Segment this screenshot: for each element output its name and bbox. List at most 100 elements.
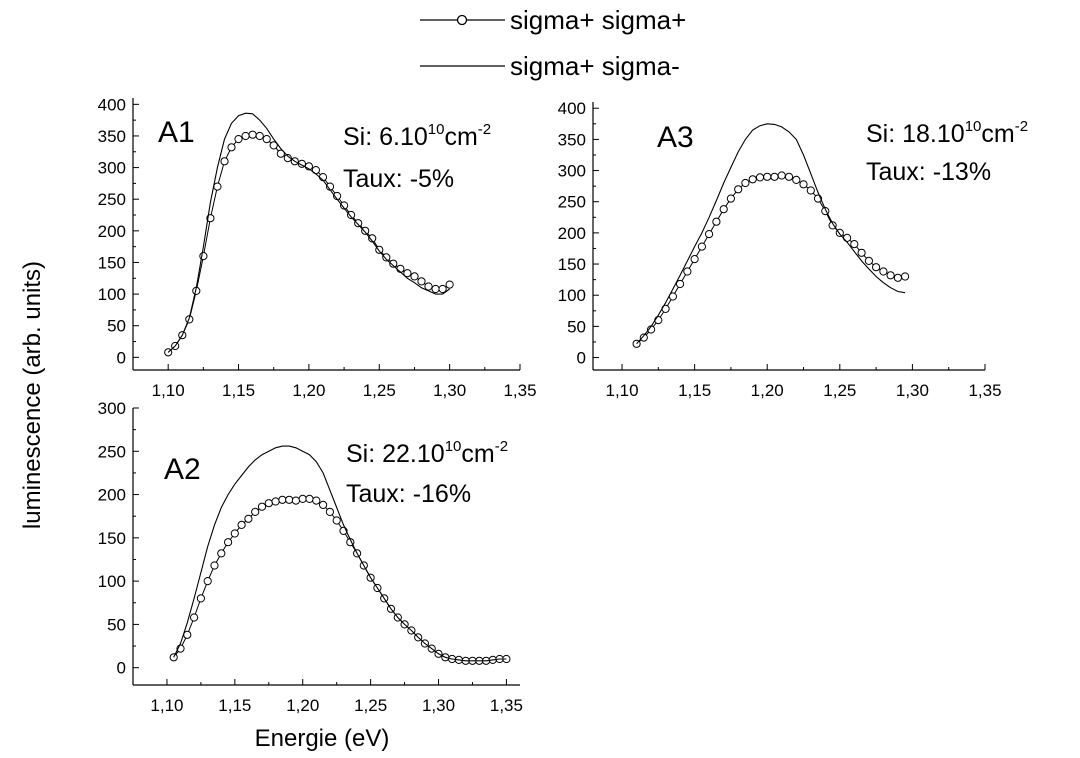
panel-a1-x-tick-label: 1,15 xyxy=(222,381,255,400)
panel-a1-y-tick-label: 400 xyxy=(98,95,126,114)
panel-a1-data-point xyxy=(410,272,419,281)
panel-a3-data-point xyxy=(697,242,707,251)
panel-a3-y-tick-label: 150 xyxy=(558,255,586,274)
panel-a1: 0 50 100 150 200 250 300 350 400 1,10 1,15 1,20 1,25… xyxy=(98,95,537,400)
panel-a1-data-point xyxy=(276,149,285,158)
legend-label-sigma-pp: sigma+ sigma+ xyxy=(510,5,686,35)
panel-a3-data-point xyxy=(639,333,648,342)
panel-a1-data-point xyxy=(389,259,398,268)
panel-a2-y-tick-label: 100 xyxy=(98,572,126,591)
panel-a3-label: A3 xyxy=(657,121,694,154)
panel-a1-data-point xyxy=(227,143,236,152)
panel-a2-axes: 0 50 100 150 200 250 300 1,10 1,15 1,20 1,25 1,30 1,… xyxy=(98,399,523,715)
panel-a1-data-point xyxy=(248,130,257,139)
panel-a2-y-tick-label: 50 xyxy=(107,615,126,634)
legend-marker-sigma-pp xyxy=(456,14,468,26)
panel-a2-data-point xyxy=(271,497,280,506)
panel-a2-data-point xyxy=(298,494,307,503)
panel-a1-y-tick-label: 350 xyxy=(98,127,126,146)
panel-a3-axes: 0 50 100 150 200 250 300 350 400 1,10 1,15 1,20 1,25… xyxy=(558,99,1002,400)
panel-a1-data-point xyxy=(382,253,391,262)
panel-a1-data-point xyxy=(340,201,349,210)
panel-a2-data-point xyxy=(251,507,260,516)
panel-a1-data-point xyxy=(417,277,426,286)
panel-a1-data-point xyxy=(424,282,433,291)
panel-a1-data-point xyxy=(361,226,370,235)
panel-a2-data-point xyxy=(257,502,267,511)
panel-a1-data-point xyxy=(220,157,229,166)
panel-a1-y-tick-label: 0 xyxy=(117,348,126,367)
panel-a2-data-point xyxy=(278,495,287,504)
panel-a2-x-tick-label: 1,25 xyxy=(354,696,387,715)
panel-a3-data-point xyxy=(799,180,808,189)
panel-a2-x-tick-label: 1,30 xyxy=(422,696,455,715)
panel-a3-data-point xyxy=(683,267,692,276)
y-axis-title: luminescence (arb. units) xyxy=(19,261,46,529)
panel-a2-taux-annotation: Taux: -16% xyxy=(346,480,471,508)
panel-a3-series xyxy=(632,123,910,348)
panel-a2-series-line-sigma-pp xyxy=(173,498,507,662)
panel-a3-data-point xyxy=(770,172,779,181)
panel-a2-data-point xyxy=(217,549,226,558)
panel-a2: 0 50 100 150 200 250 300 1,10 1,15 1,20 1,25 1,30 1,… xyxy=(98,399,523,715)
panel-a2-y-tick-label: 250 xyxy=(98,442,126,461)
panel-a1-label: A1 xyxy=(158,116,195,149)
panel-a1-axes: 0 50 100 150 200 250 300 350 400 1,10 1,15 1,20 1,25… xyxy=(98,95,537,400)
panel-a1-taux-annotation: Taux: -5% xyxy=(343,165,454,193)
panel-a1-x-tick-label: 1,10 xyxy=(152,381,185,400)
panel-a3-data-point xyxy=(872,263,881,272)
panel-a1-data-point xyxy=(213,182,222,191)
panel-a2-data-point xyxy=(285,495,294,504)
panel-a3-y-tick-label: 200 xyxy=(558,224,586,243)
panel-a3-data-point xyxy=(857,248,866,257)
panel-a1-y-tick-label: 50 xyxy=(107,317,126,336)
panel-a2-data-point xyxy=(169,653,178,662)
x-axis-title: Energie (eV) xyxy=(255,725,390,752)
panel-a3-data-point xyxy=(886,271,895,280)
panel-a3-data-point xyxy=(777,171,786,180)
panel-a2-data-point xyxy=(183,630,192,639)
panel-a3-data-point xyxy=(828,221,837,230)
panel-a1-y-tick-label: 250 xyxy=(98,190,126,209)
panel-a1-data-point xyxy=(255,131,264,141)
panel-a3-data-point xyxy=(850,240,859,249)
panel-a3-data-point xyxy=(893,273,903,282)
panel-a2-data-point xyxy=(190,613,199,622)
panel-a1-data-point xyxy=(438,284,447,294)
panel-a3-data-point xyxy=(901,272,910,281)
panel-a1-data-point xyxy=(347,210,356,220)
panel-a3-series-line-sigma-pm xyxy=(636,123,906,345)
panel-a2-data-point xyxy=(291,496,300,505)
panel-a3-x-tick-label: 1,35 xyxy=(968,381,1001,400)
panel-a3-data-point xyxy=(748,175,757,184)
panel-a1-si-annotation: Si: 6.1010cm-2 xyxy=(343,121,491,151)
panel-a3-data-point xyxy=(784,172,794,181)
legend: sigma+ sigma+ sigma+ sigma- xyxy=(420,5,686,81)
panel-a3-data-point xyxy=(712,217,721,226)
panel-a2-data-point xyxy=(237,520,246,530)
panel-a1-data-point xyxy=(283,154,292,163)
panel-a3-data-point xyxy=(755,173,765,182)
panel-a3-y-tick-label: 300 xyxy=(558,162,586,181)
panel-a3-data-point xyxy=(806,186,815,195)
panel-a1-data-point xyxy=(354,219,363,228)
panel-a1-data-point xyxy=(368,234,377,243)
panel-a1-data-point xyxy=(445,280,454,289)
panel-a2-label: A2 xyxy=(164,453,201,486)
panel-a2-x-tick-label: 1,10 xyxy=(150,696,183,715)
panel-a2-data-point xyxy=(319,500,328,509)
panel-a1-series-line-sigma-pm xyxy=(167,112,450,353)
panel-a3-si-annotation: Si: 18.1010cm-2 xyxy=(866,118,1028,148)
panel-a2-x-tick-label: 1,35 xyxy=(490,696,523,715)
panel-a3-y-tick-label: 400 xyxy=(558,99,586,118)
panel-a1-data-point xyxy=(431,284,440,294)
panel-a2-x-tick-label: 1,15 xyxy=(218,696,251,715)
panel-a2-data-point xyxy=(196,594,205,603)
panel-a1-y-tick-label: 300 xyxy=(98,159,126,178)
panel-a3: 0 50 100 150 200 250 300 350 400 1,10 1,15 1,20 1,25… xyxy=(558,99,1028,400)
panel-a3-x-tick-label: 1,20 xyxy=(751,381,784,400)
panel-a3-y-tick-label: 0 xyxy=(577,349,586,368)
panel-a2-y-tick-label: 300 xyxy=(98,399,126,418)
panel-a2-series-line-sigma-pm xyxy=(173,445,507,662)
